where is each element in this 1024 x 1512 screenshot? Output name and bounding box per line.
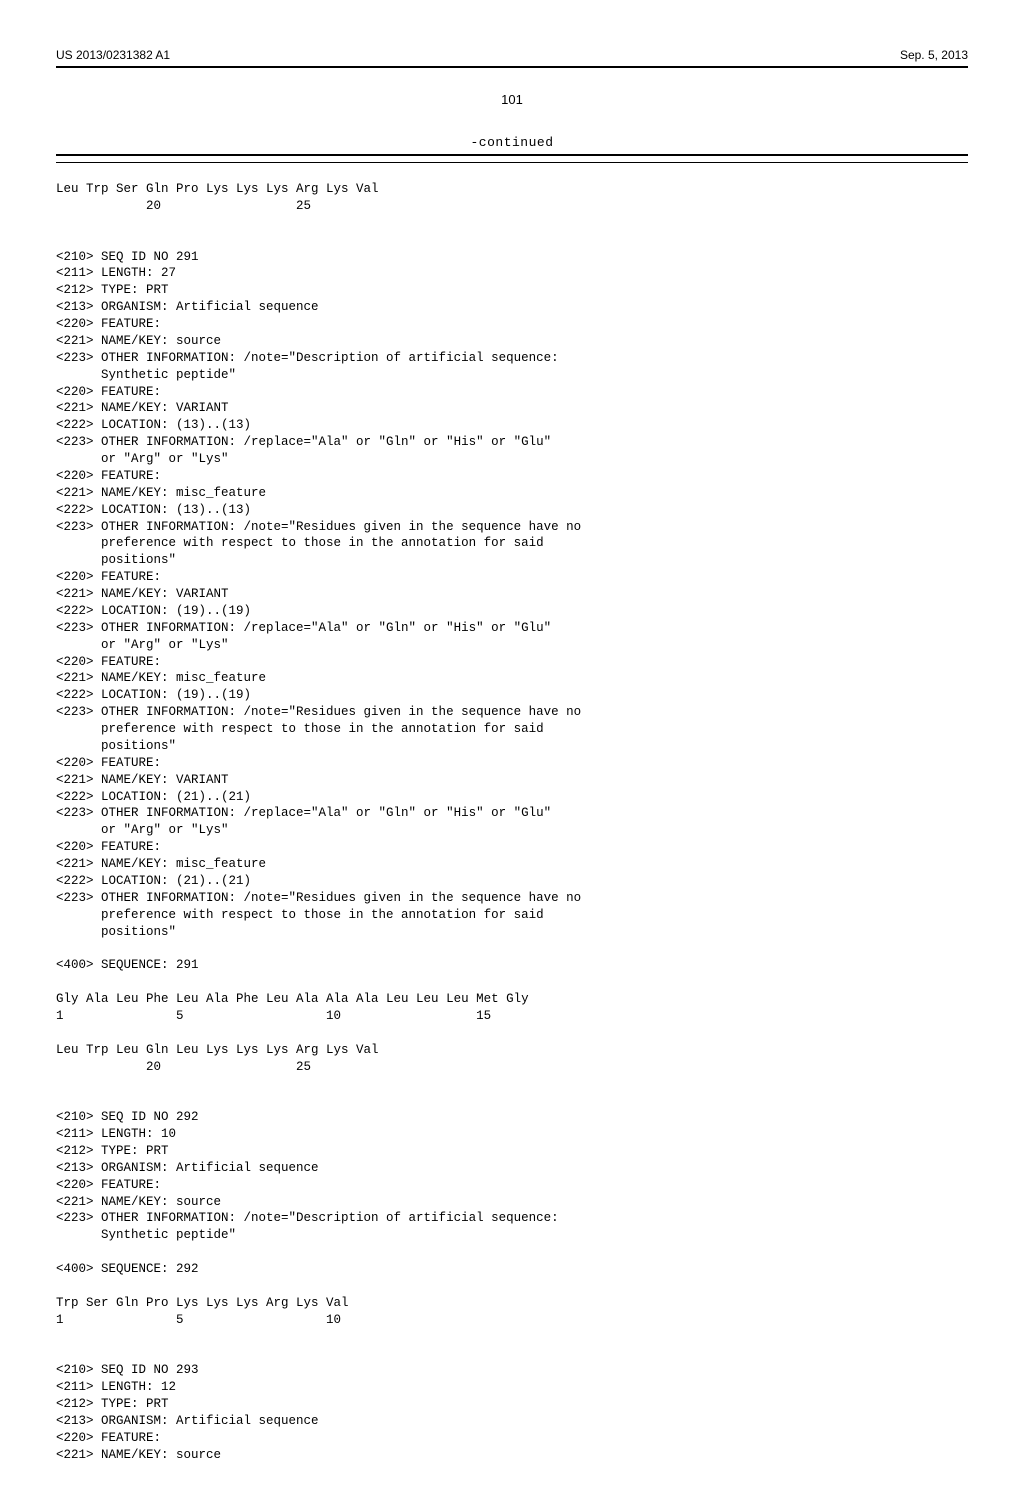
sequence-listing: Leu Trp Ser Gln Pro Lys Lys Lys Arg Lys …: [56, 163, 968, 1464]
page-container: US 2013/0231382 A1 Sep. 5, 2013 101 -con…: [0, 0, 1024, 1512]
rule-heavy: [56, 154, 968, 156]
continued-label: -continued: [56, 135, 968, 150]
publication-id: US 2013/0231382 A1: [56, 48, 170, 62]
page-number: 101: [56, 92, 968, 107]
page-header: US 2013/0231382 A1 Sep. 5, 2013: [56, 48, 968, 68]
publication-date: Sep. 5, 2013: [900, 48, 968, 62]
